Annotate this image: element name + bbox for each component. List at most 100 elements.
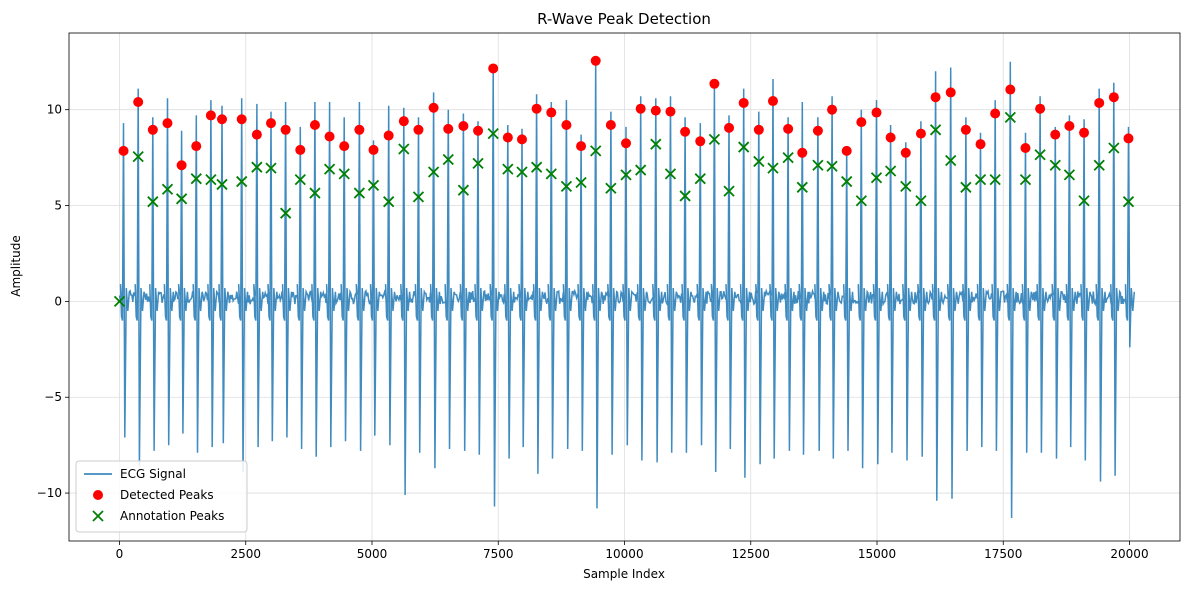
annotation-peak-point [826,160,838,172]
detected-peak-point [695,136,706,147]
annotation-peak-point [175,193,188,205]
annotation-peak-stroke [383,196,395,208]
annotation-peak-stroke [974,174,987,186]
annotation-peak-point [590,145,602,157]
detected-peak-point [133,97,144,108]
annotation-peak-stroke [708,133,721,146]
y-tick-label: 5 [54,199,62,213]
annotation-peak-point [870,172,883,184]
annotation-peak-stroke [664,168,677,180]
detected-peak-point [915,128,926,139]
detected-peak-point [488,63,499,74]
annotation-peak-stroke [502,163,514,175]
annotation-peak-stroke [323,163,336,175]
detected-peak-point [590,55,601,66]
annotation-peak-stroke [457,184,470,196]
detected-peak-point [368,144,379,155]
x-tick-label: 0 [116,547,124,561]
y-tick-label: −10 [37,486,62,500]
detected-peak-point [1108,92,1119,103]
detected-peak-point [930,92,941,103]
legend-label: Annotation Peaks [120,509,224,523]
legend-label: Detected Peaks [120,488,214,502]
annotation-peak-point [147,196,159,208]
annotation-peak-stroke [679,190,691,202]
annotation-peak-stroke [190,173,202,185]
annotation-peak-stroke [900,180,912,192]
detected-peak-point [251,129,262,140]
annotation-peak-point [796,181,808,193]
annotation-peak-point [855,195,867,207]
detected-peak-point [576,141,587,152]
annotation-peak-stroke [753,155,765,168]
annotation-peak-stroke [545,168,557,180]
annotation-peak-stroke [412,191,425,203]
annotation-peak-point [190,173,202,185]
detected-peak-point [147,124,158,135]
annotation-peak-point [884,165,897,177]
annotation-peak-point [694,173,706,185]
annotation-peak-point [915,195,927,207]
annotation-peak-stroke [516,166,528,178]
detected-peak-point [1035,103,1046,114]
detected-peak-point [827,104,838,115]
detected-peak-point [428,102,439,113]
annotation-peak-point [575,176,587,189]
detected-peak-point [871,107,882,118]
detected-peak-point [280,124,291,135]
detected-peak-point [531,103,542,114]
annotation-peak-stroke [205,174,217,186]
detected-peak-point [266,118,276,129]
legend-box [75,460,248,533]
annotation-peak-point [412,191,425,203]
detected-peak-point [812,125,823,136]
annotation-peak-point [723,185,735,197]
x-tick-label: 10000 [605,547,643,561]
x-tick-label: 17500 [984,547,1022,561]
detected-peak-point [458,120,469,131]
annotation-peak-point [1108,142,1120,154]
detected-peak-point [162,118,173,129]
annotation-peak-point [367,179,380,192]
annotation-peak-stroke [251,161,263,173]
annotation-peak-stroke [265,162,277,174]
plot-frame [68,32,1181,542]
detected-peak-point [945,87,956,98]
annotation-peak-stroke [1122,196,1135,208]
annotation-peak-point [753,155,765,168]
y-tick-label: 0 [54,294,62,308]
annotation-peak-stroke [650,138,662,150]
annotation-peak-point [280,207,292,219]
annotation-peak-stroke [398,143,410,155]
annotation-peak-stroke [812,159,824,171]
annotation-peak-point [309,187,321,199]
annotation-peak-stroke [367,179,380,192]
annotation-peak-point [113,295,126,308]
legend-label: ECG Signal [120,467,186,481]
plot-area [113,55,1136,519]
annotation-peak-point [929,124,942,136]
annotation-peak-point [545,168,557,180]
detected-peak-point [1050,129,1061,140]
detected-peak-point [621,138,632,149]
y-axis-label: Amplitude [9,235,23,297]
annotation-peak-point [338,168,350,180]
x-tick-label: 20000 [1110,547,1148,561]
annotation-peak-point [989,174,1001,186]
detected-peak-point [205,110,216,121]
annotation-peak-stroke [280,207,292,219]
detected-peak-point [767,96,778,107]
annotation-peak-stroke [767,162,779,174]
detected-peak-point [339,141,350,152]
detected-peak-point [900,147,911,158]
detected-peak-point [413,124,424,135]
detected-peak-point [753,124,764,135]
detected-peak-point [1123,133,1134,144]
annotation-peak-stroke [841,175,853,188]
x-tick-label: 2500 [230,547,261,561]
ecg-signal-line [118,57,1136,519]
annotation-peak-stroke [113,295,126,308]
annotation-peak-stroke [796,181,808,193]
detected-peak-point [797,147,808,158]
